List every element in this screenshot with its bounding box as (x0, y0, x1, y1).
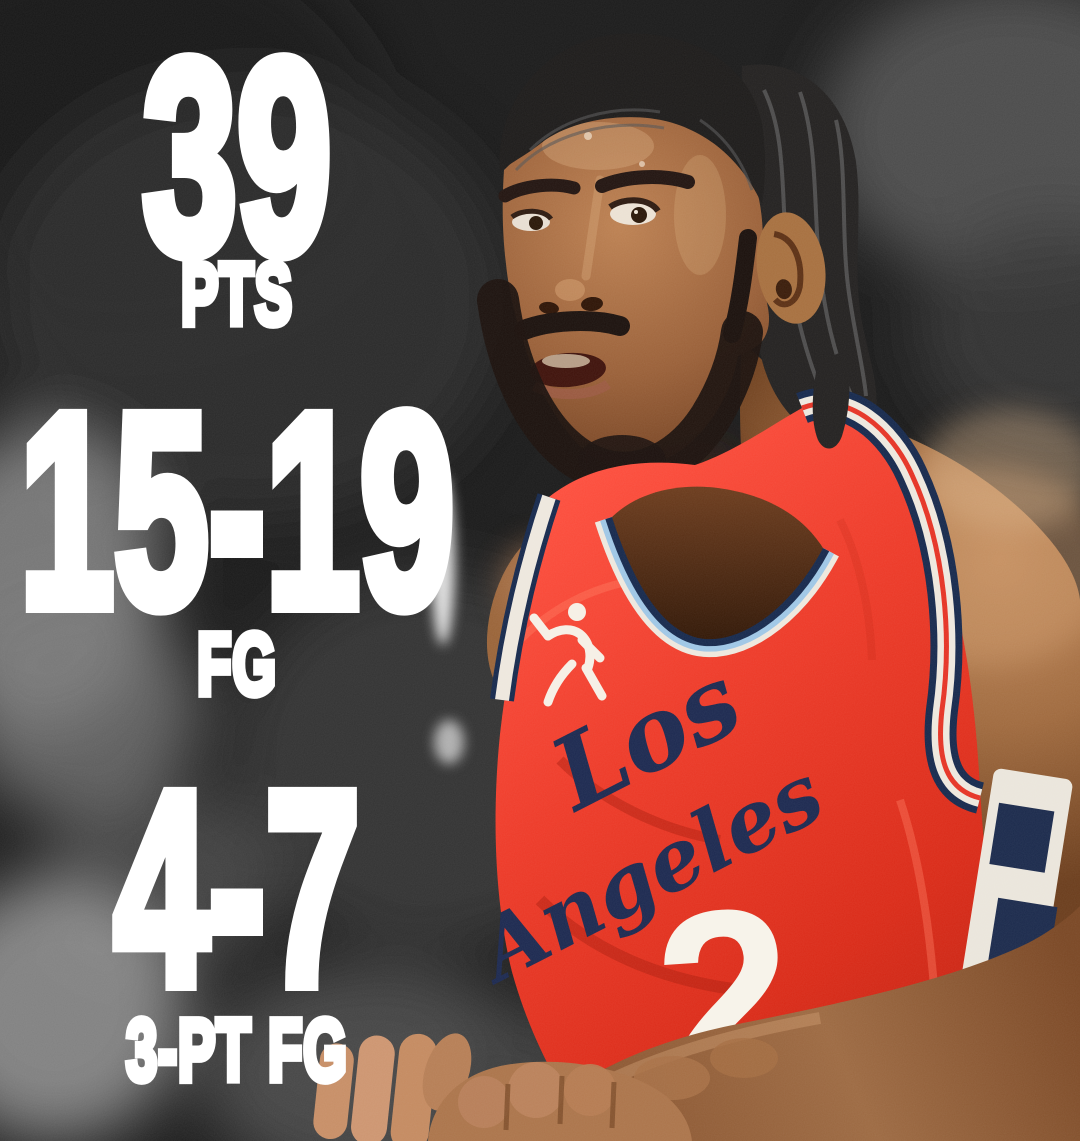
film-grain-overlay (0, 0, 1080, 1141)
stat-graphic-canvas: Los Angeles 2 (0, 0, 1080, 1141)
player-photo: Los Angeles 2 (0, 0, 1080, 1141)
